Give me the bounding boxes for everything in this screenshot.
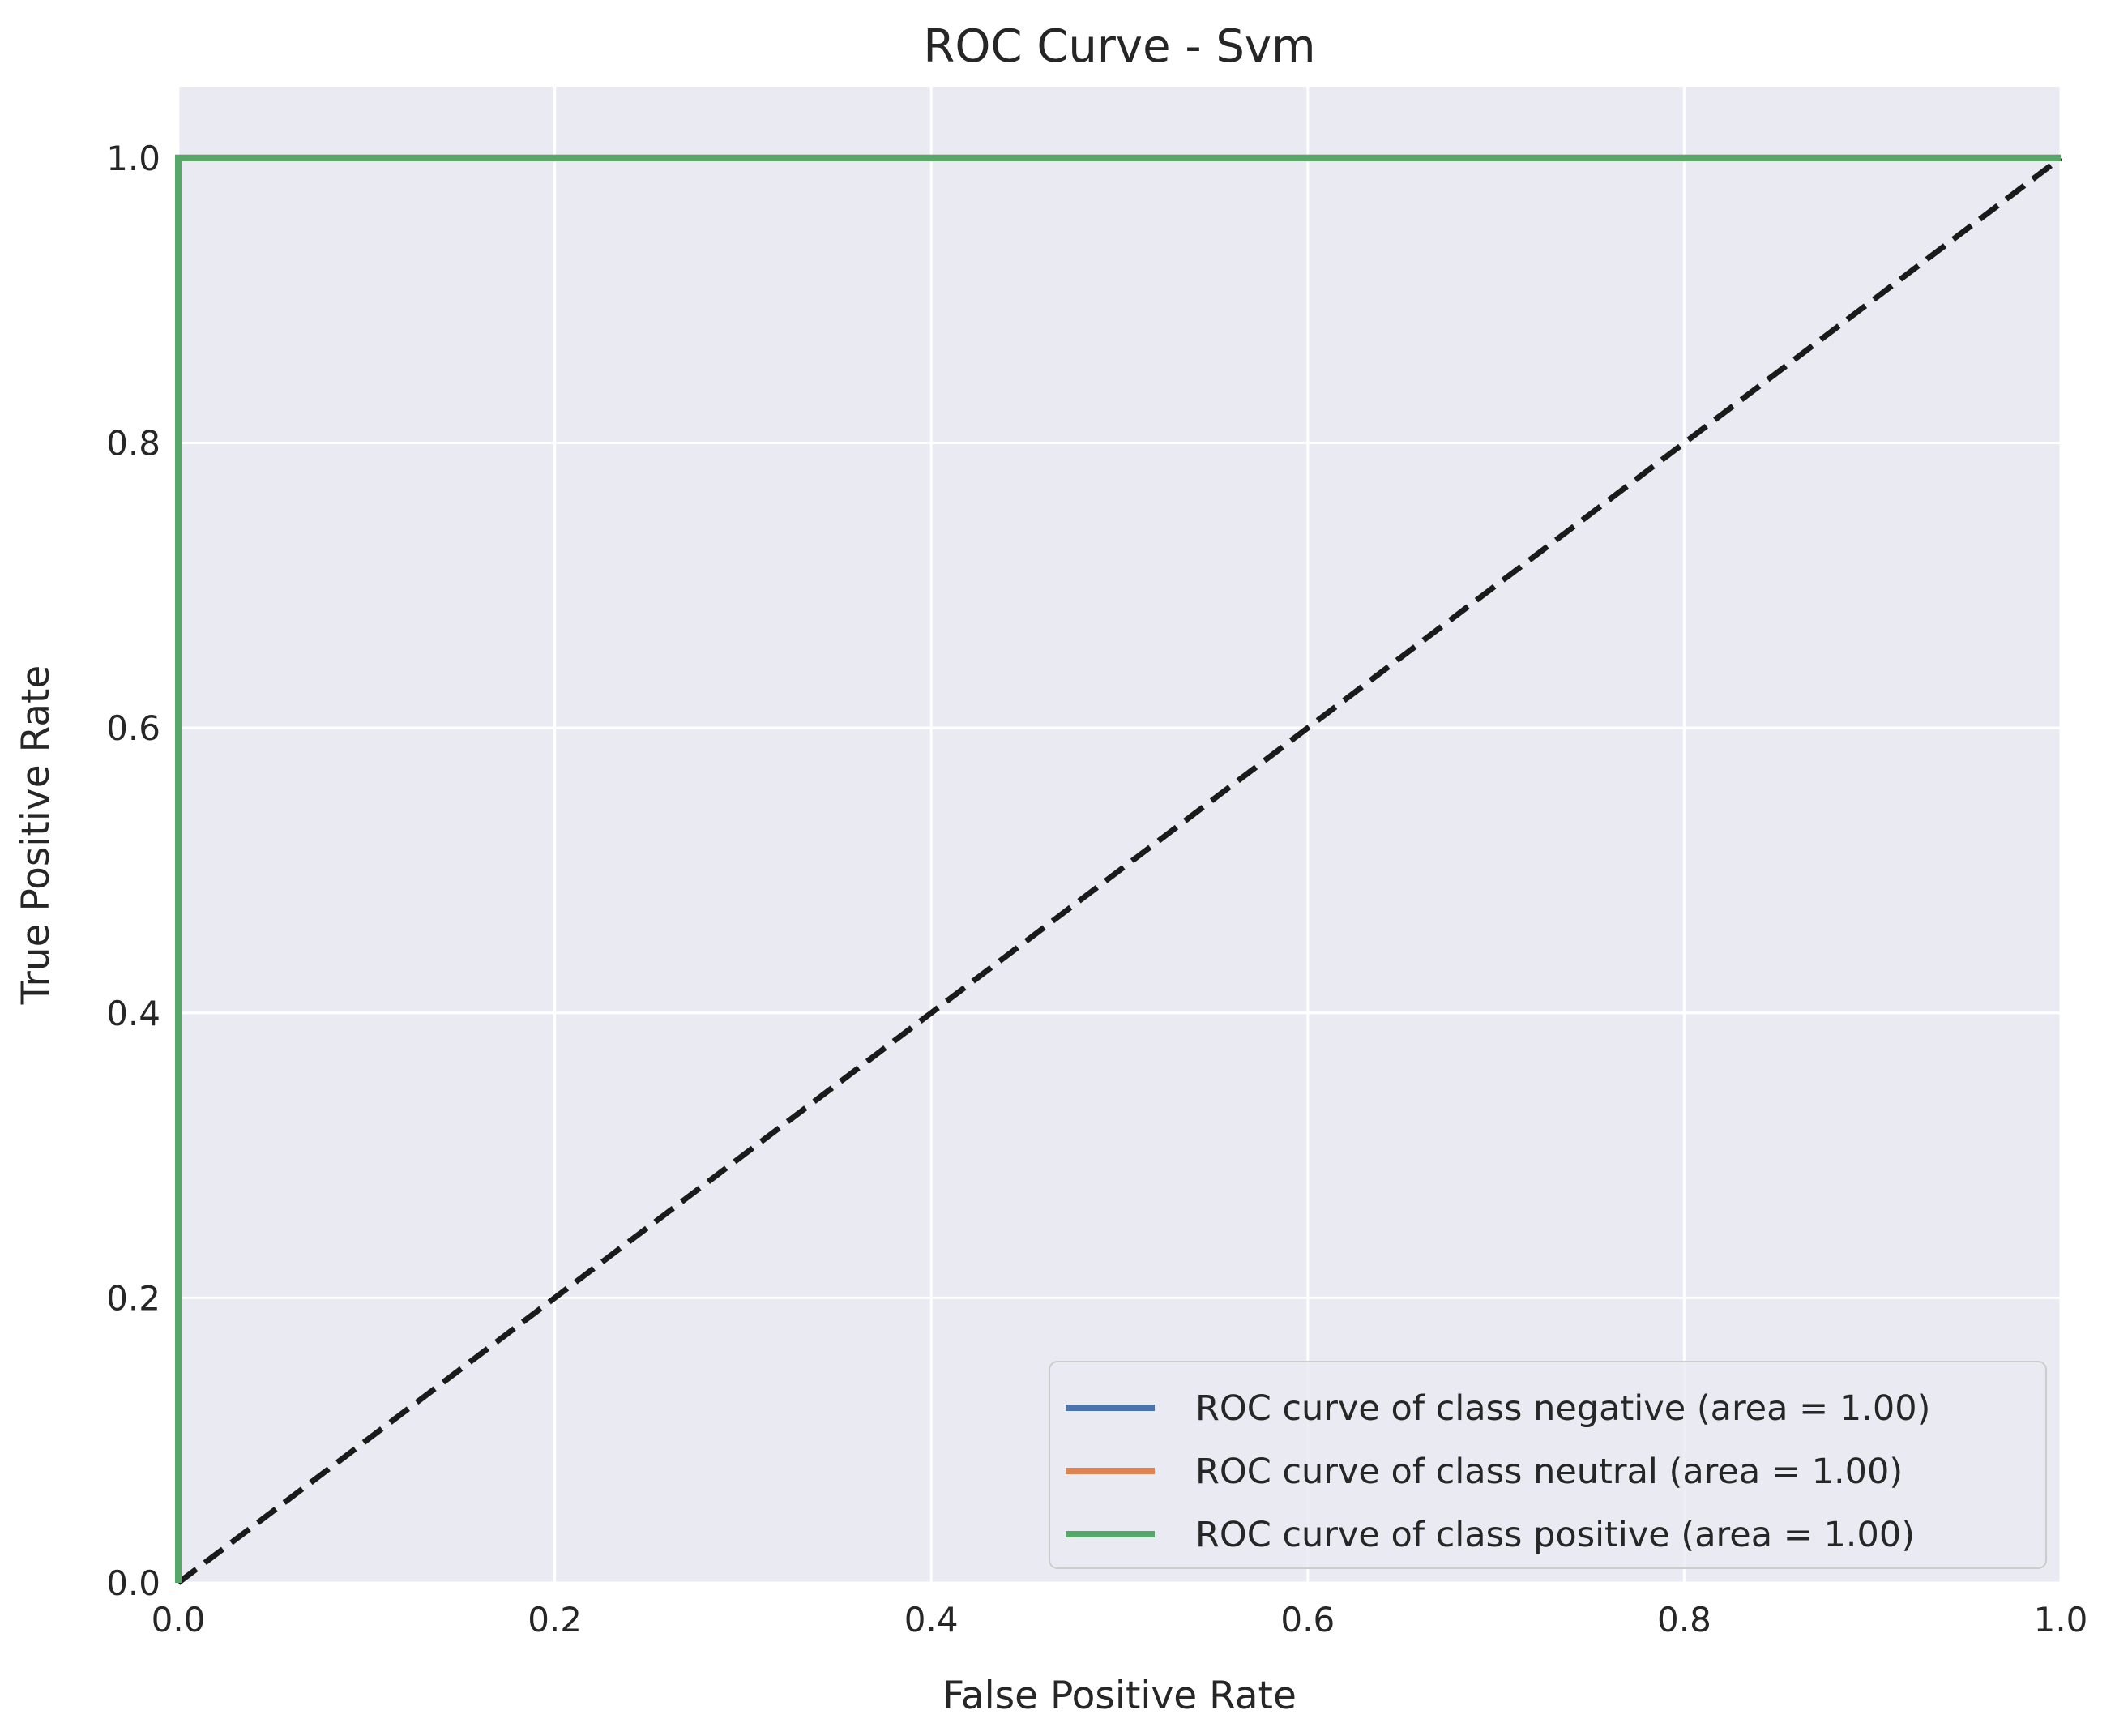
legend-box — [1049, 1361, 2047, 1569]
y-tick-label: 1.0 — [106, 139, 160, 178]
series-line-2 — [175, 154, 2061, 1583]
series-lines — [175, 154, 2063, 1585]
x-tick-label: 0.4 — [904, 1600, 959, 1640]
plot-background — [178, 87, 2061, 1583]
y-tick-label: 0.0 — [106, 1563, 160, 1603]
x-tick-label: 0.2 — [528, 1600, 582, 1640]
chart-title: ROC Curve - Svm — [923, 20, 1315, 73]
legend-entry-1: ROC curve of class neutral (area = 1.00) — [1195, 1452, 1903, 1492]
x-tick-label: 1.0 — [2034, 1600, 2088, 1640]
x-axis-label: False Positive Rate — [942, 1674, 1297, 1718]
legend: ROC curve of class negative (area = 1.00… — [1049, 1361, 2047, 1569]
tick-labels: 0.0 0.2 0.4 0.6 0.8 1.0 0.0 0.2 0.4 0.6 0.8 1.0 — [106, 139, 2087, 1640]
legend-entry-0: ROC curve of class negative (area = 1.00… — [1195, 1388, 1930, 1429]
legend-entry-2: ROC curve of class positive (area = 1.00… — [1195, 1515, 1915, 1555]
y-tick-label: 0.4 — [106, 994, 160, 1033]
reference-diagonal-line — [176, 156, 2063, 1585]
y-axis-label: True Positive Rate — [14, 665, 58, 1006]
x-tick-label: 0.6 — [1280, 1600, 1335, 1640]
x-tick-label: 0.0 — [152, 1600, 206, 1640]
y-tick-label: 0.6 — [106, 708, 160, 748]
y-tick-label: 0.8 — [106, 424, 160, 464]
x-tick-label: 0.8 — [1657, 1600, 1711, 1640]
y-tick-label: 0.2 — [106, 1278, 160, 1318]
